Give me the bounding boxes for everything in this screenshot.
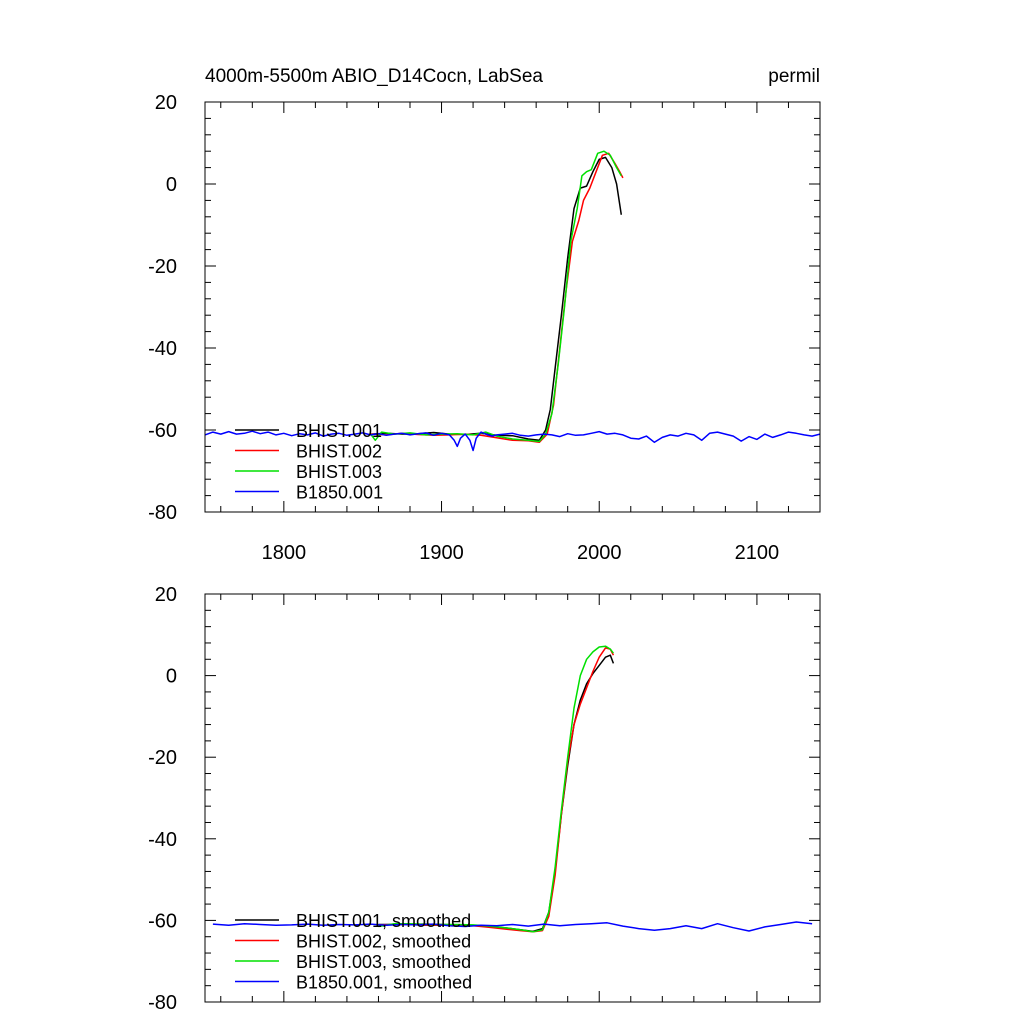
chart-title: 4000m-5500m ABIO_D14Cocn, LabSea: [205, 66, 543, 87]
x-tick-label: 2100: [735, 542, 780, 564]
plot-frame: [204, 593, 821, 1003]
plot-frame: [204, 101, 821, 513]
series-line-3: [370, 150, 622, 443]
y-tick-label: -40: [148, 338, 177, 360]
y-tick-label: -40: [148, 829, 177, 851]
legend-label: BHIST.003, smoothed: [296, 952, 471, 972]
y-tick-label: -80: [148, 502, 177, 524]
legend-label: BHIST.003: [296, 462, 382, 482]
x-tick-label: 1800: [262, 542, 307, 564]
series-line-4: [205, 430, 820, 452]
series-group: [212, 645, 813, 933]
x-tick-label: 1900: [419, 542, 464, 564]
legend-label: BHIST.001: [296, 421, 382, 441]
y-tick-label: 20: [155, 584, 177, 606]
legend-label: B1850.001: [296, 483, 383, 503]
y-tick-label: -80: [148, 992, 177, 1014]
y-tick-label: -20: [148, 256, 177, 278]
legend-label: BHIST.002, smoothed: [296, 932, 471, 952]
y-tick-label: 20: [155, 92, 177, 114]
series-line-3: [378, 645, 614, 933]
series-line-1: [378, 654, 615, 933]
series-line-4: [212, 921, 813, 932]
series-line-2: [370, 152, 624, 444]
y-tick-label: -20: [148, 747, 177, 769]
legend-label: BHIST.002: [296, 442, 382, 462]
y-tick-label: -60: [148, 420, 177, 442]
series-group: [205, 150, 820, 452]
y-tick-label: -60: [148, 910, 177, 932]
units-label: permil: [768, 66, 820, 87]
legend-label: BHIST.001, smoothed: [296, 911, 471, 931]
top-panel: 20 0 -20 -40 -60 -80 1800 1900 2000 2100 BHIST.001…: [148, 92, 821, 564]
legend-label: B1850.001, smoothed: [296, 973, 472, 993]
y-tick-label: 0: [166, 666, 177, 688]
x-tick-label: 2000: [577, 542, 622, 564]
series-line-1: [370, 156, 623, 442]
y-tick-label: 0: [166, 174, 177, 196]
